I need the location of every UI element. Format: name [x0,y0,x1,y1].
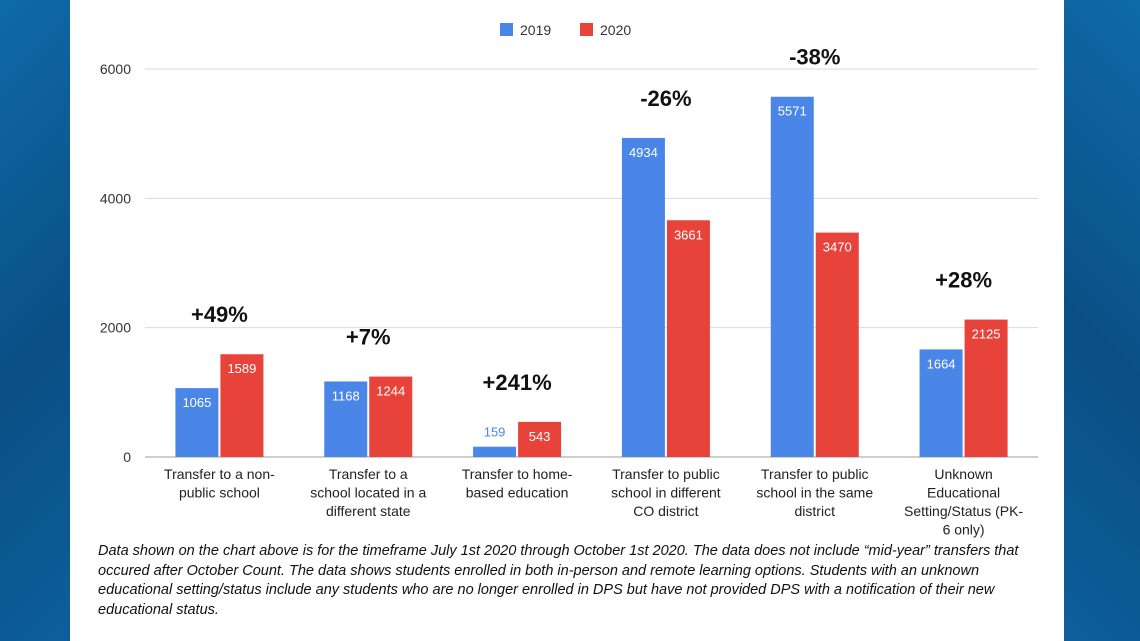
value-label-2020: 3470 [823,240,852,255]
bar-2020 [518,421,562,457]
category-label: Transfer to a [329,466,408,482]
value-label-2020: 1244 [376,384,405,399]
bar-2020 [369,376,413,457]
category-label: Transfer to public [761,466,869,482]
category-label: district [795,503,836,519]
category-label: Transfer to public [612,466,720,482]
legend-label-2020: 2020 [600,22,631,38]
bar-2020 [815,232,859,457]
value-label-2019: 1664 [927,356,956,371]
bar-2019 [324,381,368,457]
y-tick-label: 0 [123,449,131,465]
bar-2019 [473,446,517,457]
category-label: CO district [633,503,698,519]
legend-swatch-2020 [580,23,593,36]
bar-2019 [621,137,665,457]
category-label: school in different [611,485,721,501]
category-label: Educational [927,485,1000,501]
bar-2020 [220,354,264,457]
bar-2020 [666,220,710,457]
value-label-2019: 159 [484,425,506,440]
bar-2019 [770,96,814,457]
pct-change-label: -38% [789,45,840,70]
legend-label-2019: 2019 [520,22,551,38]
value-label-2020: 3661 [674,227,703,242]
right-frame-border [1064,0,1140,641]
category-label: school located in a [310,485,426,501]
category-label: Unknown [934,466,992,482]
left-frame-border [0,0,70,641]
pct-change-label: +49% [191,302,248,327]
value-label-2019: 5571 [778,104,807,119]
chart-footnote: Data shown on the chart above is for the… [98,543,1019,618]
value-label-2019: 1168 [332,388,360,403]
chart-panel [70,0,1064,641]
labels: 0 2000 4000 6000 1065 1589 +49% Transfer to a n… [100,45,1024,538]
bar-2020 [964,319,1008,457]
pct-change-label: +241% [483,370,552,395]
pct-change-label: +28% [935,268,992,293]
value-label-2020: 1589 [227,361,256,376]
value-label-2020: 543 [529,429,551,444]
category-label: 6 only) [943,522,985,538]
legend: 2019 2020 [500,22,631,38]
y-tick-label: 4000 [100,190,131,206]
value-label-2020: 2125 [972,327,1001,342]
legend-swatch-2019 [500,23,513,36]
bar-2019 [175,388,219,457]
y-tick-label: 2000 [100,320,131,336]
pct-change-label: +7% [346,325,391,350]
category-label: school in the same [756,485,873,501]
category-label: Setting/Status (PK- [904,503,1023,519]
category-label: public school [179,485,260,501]
value-label-2019: 4934 [629,145,658,160]
bars [175,96,1008,457]
pct-change-label: -26% [640,86,691,111]
category-label: Transfer to home- [462,466,573,482]
value-label-2019: 1065 [182,395,211,410]
grid-lines [145,68,1038,458]
category-label: different state [326,503,411,519]
y-tick-label: 6000 [100,61,131,77]
category-label: Transfer to a non- [164,466,275,482]
bar-2019 [919,349,963,457]
category-label: based education [466,485,569,501]
